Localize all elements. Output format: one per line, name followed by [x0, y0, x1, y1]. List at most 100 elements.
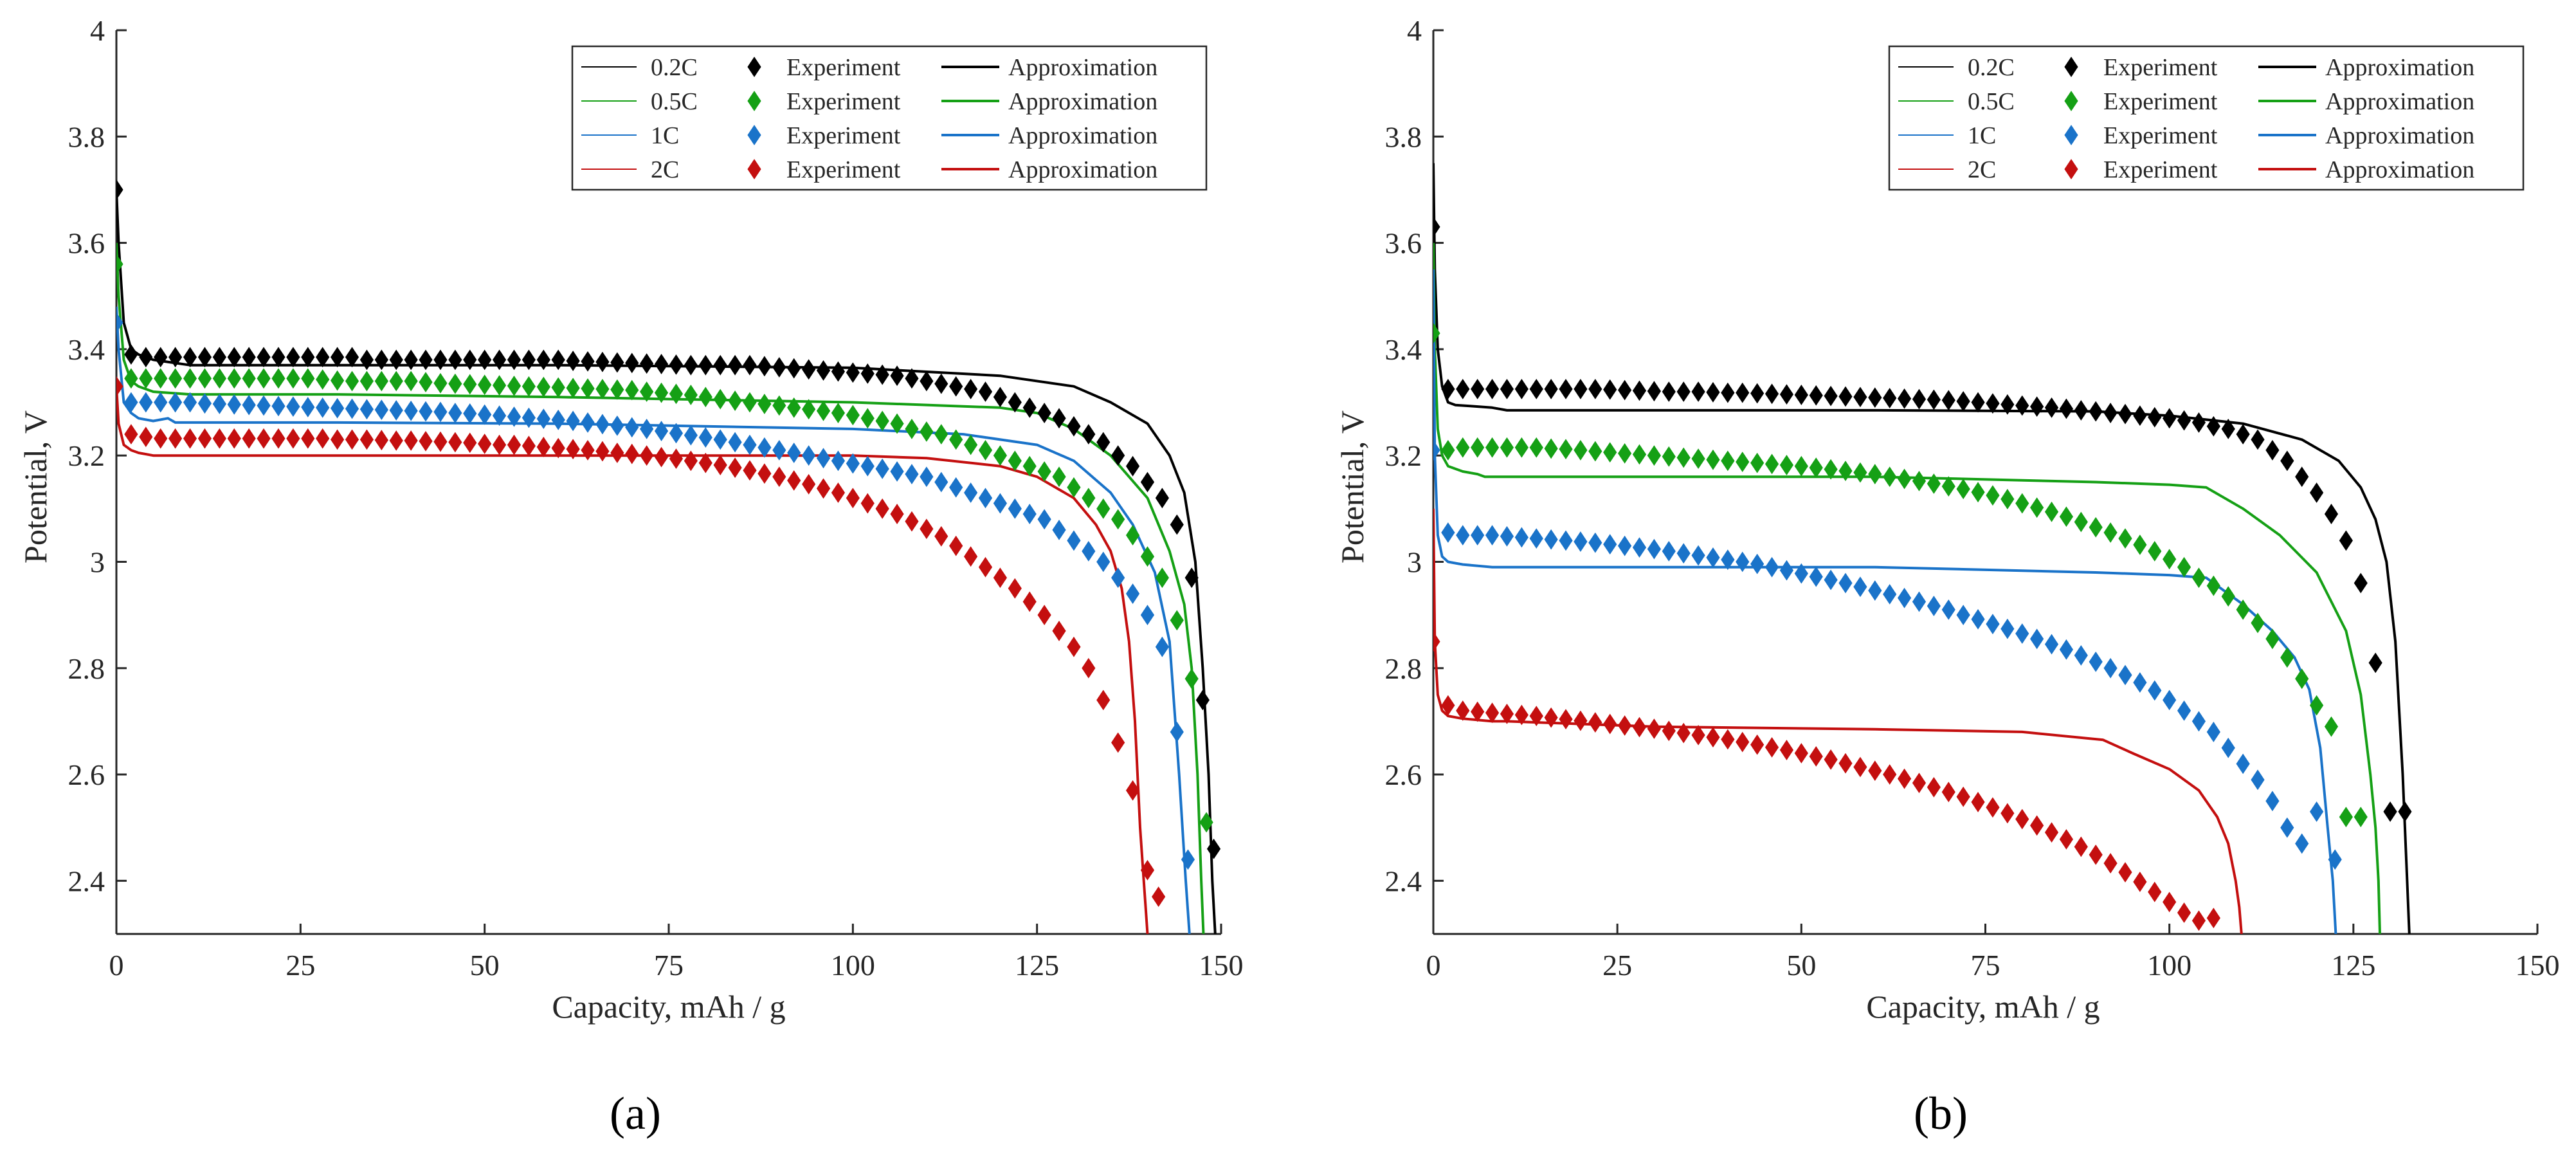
experiment-point-0_2C: [2191, 412, 2206, 433]
experiment-point-2C: [787, 470, 801, 491]
experiment-point-0_2C: [610, 352, 624, 373]
experiment-point-1C: [2059, 639, 2074, 660]
experiment-point-0_2C: [2206, 416, 2220, 437]
experiment-point-2C: [507, 434, 522, 455]
x-axis-label-b: Capacity, mAh / g: [1866, 989, 2100, 1025]
legend-approximation-label: Approximation: [1008, 122, 1157, 149]
experiment-point-1C: [1838, 572, 1853, 594]
experiment-point-0_5C: [698, 387, 712, 408]
experiment-point-0_2C: [978, 381, 993, 402]
experiment-point-0_2C: [1662, 381, 1676, 402]
experiment-point-1C: [1897, 587, 1912, 608]
experiment-point-1C: [116, 312, 123, 333]
experiment-point-0_2C: [1067, 416, 1081, 437]
experiment-point-2C: [920, 518, 934, 540]
experiment-point-0_2C: [448, 349, 462, 370]
experiment-point-2C: [566, 439, 580, 460]
experiment-point-1C: [139, 392, 153, 413]
experiment-point-1C: [1456, 525, 1470, 546]
experiment-point-0_5C: [2251, 612, 2265, 634]
experiment-point-0_5C: [316, 369, 330, 390]
experiment-point-0_2C: [2398, 801, 2412, 822]
experiment-point-0_5C: [2206, 575, 2220, 596]
experiment-point-1C: [1647, 538, 1662, 560]
experiment-point-0_2C: [1195, 690, 1210, 711]
experiment-point-2C: [183, 428, 197, 449]
experiment-point-2C: [1986, 797, 2000, 818]
experiment-point-1C: [2044, 634, 2059, 655]
experiment-point-0_5C: [1485, 437, 1500, 458]
experiment-point-0_2C: [1853, 387, 1867, 408]
experiment-point-0_5C: [1052, 466, 1066, 488]
experiment-point-1C: [1676, 543, 1691, 564]
experiment-point-0_2C: [1824, 385, 1838, 407]
experiment-point-0_5C: [993, 445, 1008, 466]
y-tick-label: 3.4: [1385, 333, 1422, 366]
experiment-point-0_2C: [2089, 401, 2103, 422]
experiment-point-0_2C: [1529, 378, 1543, 399]
experiment-point-1C: [831, 450, 846, 471]
experiment-point-1C: [1956, 605, 1970, 626]
experiment-point-2C: [1647, 718, 1662, 739]
experiment-point-0_5C: [1433, 323, 1440, 343]
experiment-point-2C: [433, 431, 448, 452]
experiment-point-2C: [1052, 621, 1066, 641]
experiment-point-0_2C: [1441, 378, 1455, 399]
experiment-point-0_5C: [1647, 445, 1662, 466]
experiment-point-0_2C: [301, 347, 315, 368]
experiment-point-2C: [139, 426, 153, 448]
experiment-point-2C: [2089, 844, 2103, 865]
experiment-point-1C: [183, 392, 197, 413]
experiment-point-2C: [2030, 815, 2044, 836]
experiment-point-2C: [522, 435, 536, 457]
experiment-point-0_2C: [1008, 392, 1022, 413]
experiment-point-2C: [1897, 768, 1912, 789]
experiment-point-2C: [492, 434, 507, 455]
experiment-point-1C: [492, 405, 507, 426]
plot-area-a: 0 25 50 75 100 125 150 2.4 2.6 2.8 3 3.2 3.4 3.6 3.8 4 0…: [68, 14, 1244, 982]
experiment-point-0_5C: [330, 370, 345, 391]
experiment-point-2C: [1152, 886, 1166, 908]
experiment-point-0_2C: [1588, 378, 1602, 399]
experiment-point-1C: [433, 401, 448, 423]
experiment-point-0_2C: [1485, 378, 1500, 399]
experiment-point-2C: [2191, 910, 2206, 931]
data-layer-b: [1433, 163, 2412, 934]
experiment-point-2C: [978, 556, 993, 578]
legend-approximation-label: Approximation: [2325, 156, 2474, 183]
experiment-point-1C: [2191, 711, 2206, 732]
experiment-point-1C: [1794, 563, 1808, 584]
experiment-point-0_2C: [905, 368, 919, 389]
experiment-point-0_5C: [640, 381, 654, 402]
experiment-point-0_5C: [2059, 506, 2074, 527]
experiment-point-2C: [1082, 657, 1096, 679]
experiment-point-2C: [1868, 760, 1882, 782]
experiment-point-0_2C: [2339, 530, 2353, 551]
experiment-point-2C: [1779, 740, 1794, 760]
experiment-point-1C: [227, 394, 241, 415]
experiment-point-2C: [1691, 724, 1705, 745]
experiment-point-2C: [1125, 780, 1140, 801]
experiment-point-0_2C: [507, 349, 522, 370]
approximation-line-1C: [1433, 269, 2337, 934]
experiment-point-0_5C: [1794, 455, 1808, 477]
experiment-point-0_5C: [684, 385, 698, 405]
experiment-point-0_2C: [1022, 397, 1037, 418]
experiment-point-0_5C: [2295, 668, 2309, 690]
experiment-point-1C: [2221, 737, 2235, 758]
experiment-point-0_2C: [1794, 385, 1808, 405]
experiment-point-0_2C: [536, 349, 550, 370]
experiment-point-2C: [124, 424, 138, 445]
data-layer-a: [116, 179, 1221, 934]
experiment-point-0_5C: [1037, 461, 1051, 482]
y-tick-label: 3.6: [68, 227, 105, 260]
experiment-point-0_2C: [2383, 801, 2397, 822]
legend-experiment-label: Experiment: [2103, 156, 2218, 183]
experiment-point-0_2C: [2236, 424, 2250, 445]
chart-panel-a: 0 25 50 75 100 125 150 2.4 2.6 2.8 3 3.2 3.4 3.6 3.8 4 0…: [17, 14, 1244, 1139]
legend-marker-icon: [2064, 159, 2078, 179]
experiment-point-2C: [698, 452, 712, 473]
experiment-point-1C: [920, 466, 934, 488]
experiment-point-2C: [1912, 772, 1927, 794]
y-tick-label: 2.6: [1385, 758, 1422, 791]
